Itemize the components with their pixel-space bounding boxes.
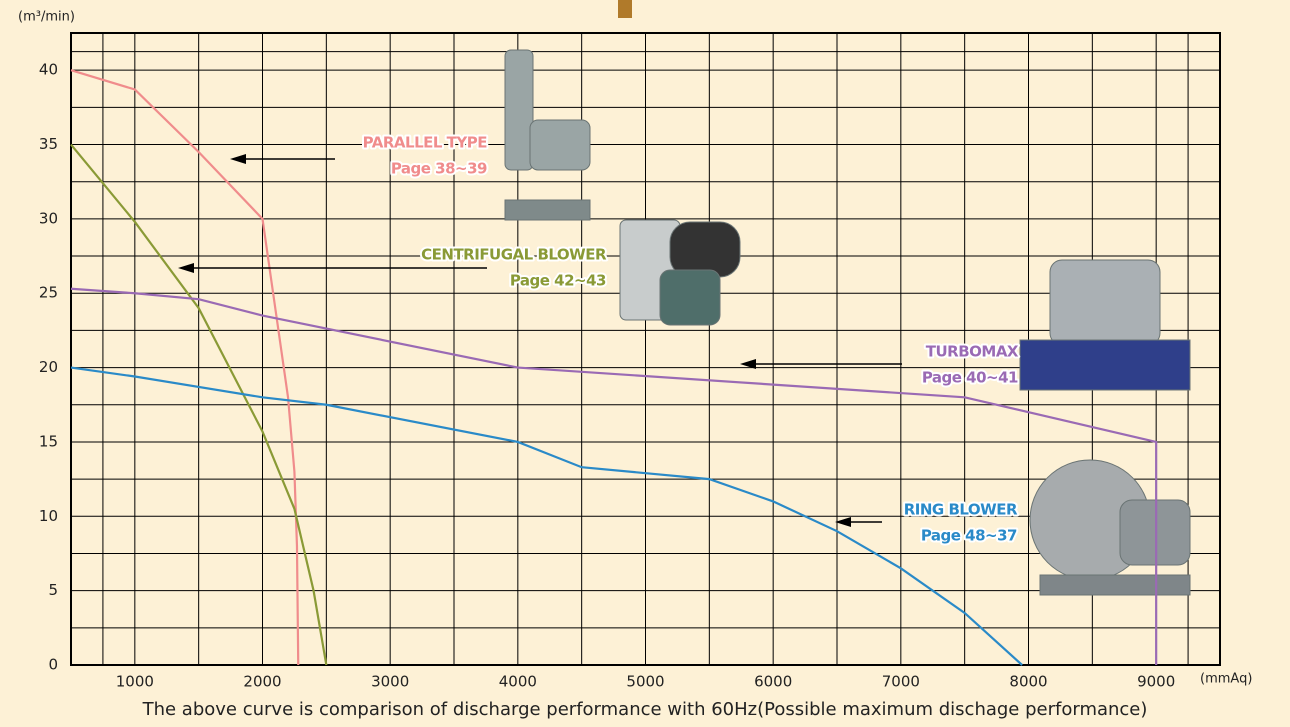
x-tick-label: 5000 [626,673,664,691]
caption: The above curve is comparison of dischar… [142,699,1148,720]
annotation-page: Page 38~39 [391,160,487,178]
annotation-title: CENTRIFUGAL BLOWER [421,246,607,264]
y-tick-label: 35 [39,135,58,153]
plot-border [70,32,1221,666]
y-tick-label: 30 [39,209,58,227]
x-tick-label: 1000 [116,673,154,691]
x-tick-label: 9000 [1137,673,1175,691]
annotation-arrowhead [835,517,851,527]
x-tick-label: 4000 [499,673,537,691]
annotation-page: Page 48~37 [921,527,1017,545]
x-tick-label: 7000 [882,673,920,691]
y-tick-label: 5 [48,581,58,599]
y-tick-label: 15 [39,432,58,450]
series-line [70,366,1023,666]
annotation-arrowhead [178,263,194,273]
x-tick-label: 8000 [1009,673,1047,691]
y-tick-label: 25 [39,284,58,302]
series-line [70,143,328,666]
x-tick-label: 2000 [243,673,281,691]
product-image [504,49,1191,596]
y-tick-label: 20 [39,358,58,376]
y-unit: (m³/min) [18,10,75,25]
annotation-page: Page 40~41 [922,369,1018,387]
x-unit: (mmAq) [1200,672,1252,687]
annotation-arrowhead [740,359,756,369]
series-line [70,69,300,666]
annotation-page: Page 42~43 [510,272,606,290]
x-tick-label: 3000 [371,673,409,691]
annotation-title: RING BLOWER [904,501,1018,519]
y-tick-label: 40 [39,61,58,79]
annotation-title: PARALLEL TYPE [363,134,488,152]
annotation-arrowhead [230,154,246,164]
header-mark [618,0,632,18]
y-tick-label: 10 [39,507,58,525]
annotation-title: TURBOMAX [926,343,1019,361]
series-line [70,287,1158,665]
x-tick-label: 6000 [754,673,792,691]
y-tick-label: 0 [48,656,58,674]
